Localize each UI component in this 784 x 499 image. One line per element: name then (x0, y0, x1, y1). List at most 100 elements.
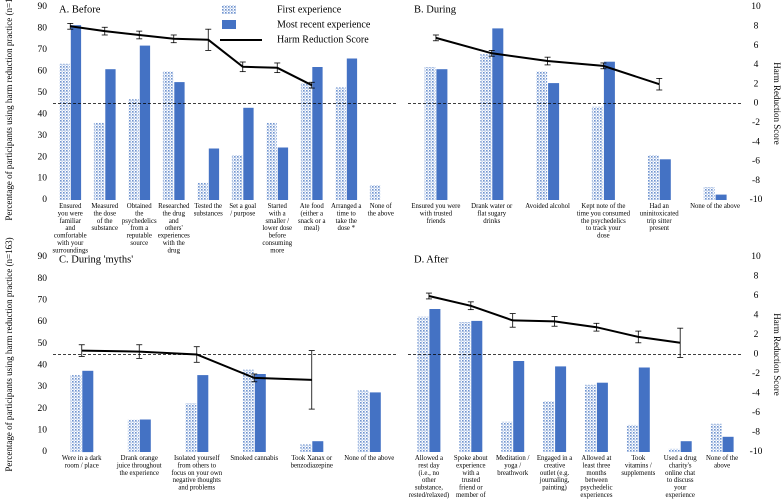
y-tick-label: 0 (42, 195, 47, 205)
legend-swatch-most-recent-experience (222, 20, 236, 29)
y-tick-label: 40 (38, 361, 48, 371)
error-bar (274, 62, 281, 74)
y2-tick-label: 0 (754, 350, 759, 360)
bar-first-experience (417, 316, 429, 452)
y2-tick-label: -10 (750, 195, 763, 205)
bar-most-recent-experience (105, 69, 116, 200)
panel-title: B. During (414, 4, 457, 15)
bar-first-experience (668, 448, 680, 453)
y2-axis-label: Harm Reduction Score (772, 62, 782, 144)
y2-tick-label: -2 (752, 118, 760, 128)
error-bar (600, 62, 607, 70)
error-bar (677, 327, 684, 358)
y-tick-label: 10 (38, 426, 48, 436)
bar-first-experience (266, 122, 277, 200)
error-bar (101, 26, 108, 36)
panel-title: A. Before (59, 4, 101, 15)
bar-most-recent-experience (659, 159, 671, 200)
bar-first-experience (591, 106, 603, 200)
category-label: Measured the dose of the substance (91, 203, 118, 232)
category-label: Ensured you were with trusted friends (411, 203, 460, 225)
y2-tick-label: -2 (752, 369, 760, 379)
y2-tick-label: -6 (752, 408, 760, 418)
bar-most-recent-experience (471, 320, 483, 452)
y2-tick-label: -8 (752, 176, 760, 186)
bar-first-experience (242, 369, 254, 452)
bar-first-experience (357, 390, 369, 453)
legend-label-first-experience: First experience (277, 4, 342, 15)
panel-c: C. During 'myths' 0 10 20 30 40 50 60 70 80 90 Perc… (4, 237, 398, 492)
bar-most-recent-experience (548, 83, 560, 200)
bar-most-recent-experience (312, 67, 323, 200)
category-label: Took Xanax or benzodiazepine (291, 455, 333, 469)
y2-tick-label: -4 (752, 389, 760, 399)
error-bar (425, 292, 432, 300)
y-tick-label: 0 (42, 447, 47, 457)
error-bar (635, 330, 642, 344)
bar-most-recent-experience (680, 441, 692, 452)
category-label: Were in a dark room / place (62, 455, 102, 469)
category-label: Spoke about experience with a trusted friend… (454, 455, 488, 499)
bar-most-recent-experience (277, 147, 289, 200)
y2-tick-label: 8 (754, 21, 759, 31)
bar-most-recent-experience (513, 361, 525, 452)
bar-first-experience (703, 187, 715, 200)
category-label: Meditation / yoga / breathwork (496, 455, 530, 477)
bar-first-experience (459, 322, 471, 452)
panel-a: A. Before 0 10 20 30 40 50 60 70 80 90 Percentage o… (4, 0, 398, 254)
bar-first-experience (710, 423, 722, 452)
y-tick-label: 30 (38, 131, 48, 141)
error-bar (308, 350, 315, 410)
category-label: Isolated yourself from others to focus on … (171, 455, 222, 492)
y-tick-label: 30 (38, 382, 48, 392)
panel-b: B. During -10 -8 -6 -4 -2 0 2 4 6 8 10 Harm Reductio… (408, 2, 782, 240)
error-bar (239, 61, 246, 73)
bar-first-experience (300, 444, 312, 452)
bar-most-recent-experience (715, 194, 727, 200)
y2-tick-label: 6 (754, 291, 759, 301)
panel-title: C. During 'myths' (59, 254, 133, 265)
bar-first-experience (584, 384, 596, 452)
bar-first-experience (59, 63, 70, 200)
bar-most-recent-experience (346, 58, 358, 200)
bar-first-experience (231, 155, 243, 200)
category-label: Allowed at least three months between psyche… (580, 455, 612, 499)
y2-tick-label: -8 (752, 428, 760, 438)
harm-reduction-score-line (70, 25, 313, 87)
error-bar (193, 346, 200, 363)
category-label: Took vitamins / supplements (621, 455, 655, 477)
y2-tick-label: -4 (752, 137, 760, 147)
bar-most-recent-experience (638, 367, 650, 452)
y-tick-label: 80 (38, 24, 48, 34)
bar-first-experience (424, 67, 436, 200)
category-label: None of the above (706, 455, 738, 469)
bar-most-recent-experience (312, 441, 324, 452)
bar-most-recent-experience (243, 107, 254, 200)
bar-first-experience (501, 421, 513, 452)
bar-first-experience (335, 87, 346, 200)
legend-label-most-recent-experience: Most recent experience (277, 19, 371, 30)
bar-most-recent-experience (429, 309, 441, 452)
category-label: Obtained the psychedelics from a reputable so… (122, 203, 157, 247)
bar-most-recent-experience (82, 370, 94, 453)
category-label: Ate food (either a snack or a meal) (298, 203, 326, 232)
bar-first-experience (197, 182, 208, 200)
bar-most-recent-experience (254, 374, 266, 452)
error-bar (67, 23, 74, 30)
category-label: Started with a smaller / lower dose before co… (262, 203, 292, 254)
error-bar (205, 28, 212, 51)
bar-first-experience (536, 71, 548, 200)
error-bar (656, 78, 663, 91)
error-bar (509, 313, 516, 328)
bar-first-experience (70, 375, 82, 452)
bar-first-experience (369, 185, 381, 200)
y-tick-label: 70 (38, 296, 48, 306)
error-bar (551, 316, 558, 327)
bar-most-recent-experience (369, 392, 381, 452)
error-bar (251, 373, 258, 383)
category-label: Smoked cannabis (230, 455, 278, 462)
y-tick-label: 60 (38, 67, 48, 77)
error-bar (432, 34, 439, 42)
category-label: Drank orange juice throughout the experien… (116, 455, 162, 477)
